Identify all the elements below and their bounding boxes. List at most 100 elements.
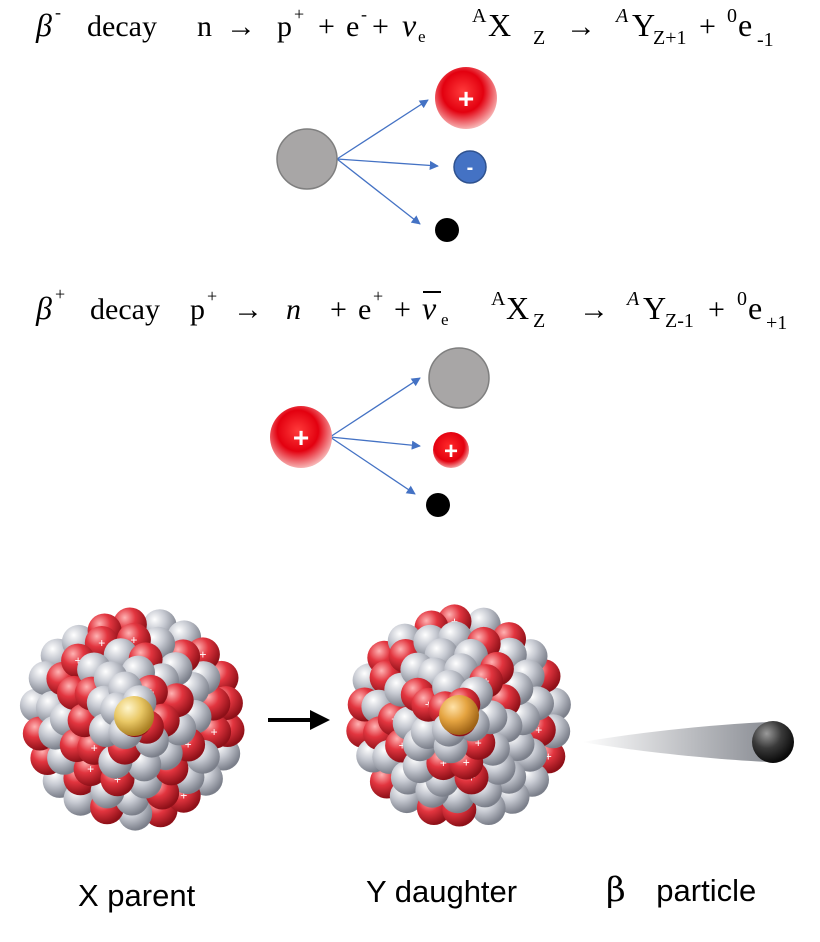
decay-diagrams: + - + + bbox=[270, 67, 497, 517]
positron-particle bbox=[433, 432, 469, 468]
nucleus-charge-mark: + bbox=[98, 636, 105, 650]
proton-charge-label: + bbox=[293, 422, 309, 453]
nucleus-charge-mark: + bbox=[130, 633, 137, 647]
nucleus-core-nucleon bbox=[114, 696, 154, 736]
daughter-caption: Y daughter bbox=[366, 874, 518, 909]
nucleus-core-nucleon bbox=[439, 695, 479, 735]
beta-plus-diagram: + + bbox=[270, 347, 490, 517]
beta-sign: + bbox=[55, 284, 65, 304]
decay-word: decay bbox=[87, 10, 157, 43]
proton-particle bbox=[435, 67, 497, 129]
beta-symbol: β bbox=[35, 7, 52, 43]
daughter-element: Y bbox=[643, 290, 666, 326]
atomic-number: Z bbox=[533, 310, 545, 332]
neutron-symbol: n bbox=[197, 10, 212, 43]
emission-arrow bbox=[336, 158, 439, 170]
daughter-subscript: Z-1 bbox=[665, 310, 694, 332]
nucleus-charge-mark: + bbox=[199, 647, 206, 661]
beta-symbol: β bbox=[606, 870, 626, 910]
neutron-symbol: n bbox=[286, 293, 301, 326]
nucleus-charge-mark: + bbox=[475, 736, 482, 750]
beta-sign: - bbox=[55, 2, 61, 22]
beta-particle-caption: β particle bbox=[606, 870, 756, 910]
emission-arrow bbox=[329, 377, 421, 438]
positron-charge-label: + bbox=[444, 438, 458, 465]
beta-symbol: β bbox=[35, 290, 52, 326]
neutron-particle bbox=[276, 128, 338, 190]
electron-subscript: -1 bbox=[757, 29, 774, 51]
proton-charge-label: + bbox=[458, 83, 474, 114]
plus-sign: + bbox=[708, 293, 725, 326]
antineutrino-subscript: e bbox=[441, 310, 449, 329]
beta-particle-graphic bbox=[582, 721, 794, 763]
neutrino-symbol: ν bbox=[402, 7, 417, 43]
neutrino-particle bbox=[435, 218, 459, 242]
emitted-positron: e bbox=[748, 290, 762, 326]
nucleus-charge-mark: + bbox=[185, 738, 192, 752]
daughter-element: Y bbox=[632, 7, 655, 43]
nucleus-charge-mark: + bbox=[211, 725, 218, 739]
proton-symbol: p bbox=[277, 10, 292, 43]
emission-arrow bbox=[329, 436, 416, 495]
proton-symbol: p bbox=[190, 293, 205, 326]
positron-symbol: e bbox=[358, 293, 371, 326]
proton-particle bbox=[270, 406, 332, 468]
beta-minus-diagram: + - bbox=[276, 67, 497, 242]
nucleus-charge-mark: + bbox=[440, 756, 447, 770]
beta-particle-ball bbox=[752, 721, 794, 763]
electron-charge-label: - bbox=[467, 157, 474, 179]
emission-arrow bbox=[329, 436, 421, 450]
mass-number: A bbox=[614, 5, 629, 27]
nucleus-charge-mark: + bbox=[87, 762, 94, 776]
parent-element: X bbox=[488, 7, 511, 43]
positron-charge: + bbox=[373, 286, 383, 306]
decay-word: decay bbox=[90, 293, 160, 326]
neutrino-subscript: e bbox=[418, 27, 426, 46]
parent-element: X bbox=[506, 290, 529, 326]
zero-superscript: 0 bbox=[737, 288, 747, 310]
plus-sign: + bbox=[330, 293, 347, 326]
electron-symbol: e bbox=[346, 10, 359, 43]
nucleus-charge-mark: + bbox=[545, 749, 552, 763]
plus-sign: + bbox=[372, 10, 389, 43]
nucleus-charge-mark: + bbox=[180, 789, 187, 803]
mass-number: A bbox=[625, 288, 640, 310]
nucleus-charge-mark: + bbox=[425, 698, 432, 712]
reaction-arrow: → bbox=[579, 293, 609, 326]
mass-number: A bbox=[491, 288, 506, 310]
emission-arrow bbox=[336, 99, 429, 160]
zero-superscript: 0 bbox=[727, 5, 737, 27]
emission-arrow bbox=[336, 158, 421, 225]
nucleus-charge-mark: + bbox=[399, 739, 406, 753]
beta-minus-equation: β - decay n → p + + e - + ν e A X Z → A … bbox=[35, 2, 774, 51]
nucleus-charge-mark: + bbox=[463, 756, 470, 770]
particle-word: particle bbox=[656, 873, 757, 908]
parent-nucleus: +++++++++++++++ bbox=[19, 607, 245, 831]
antineutrino-particle bbox=[426, 493, 450, 517]
electron-particle bbox=[453, 150, 487, 184]
nucleus-charge-mark: + bbox=[451, 614, 458, 628]
positron-subscript: +1 bbox=[766, 312, 787, 334]
beta-particle-trail bbox=[582, 722, 770, 762]
daughter-nucleus: +++++++++++++ bbox=[346, 604, 571, 827]
parent-caption: X parent bbox=[78, 878, 196, 913]
nucleus-charge-mark: + bbox=[535, 723, 542, 737]
emitted-electron: e bbox=[738, 7, 752, 43]
electron-charge: - bbox=[361, 4, 367, 24]
mass-number: A bbox=[472, 5, 487, 27]
plus-sign: + bbox=[394, 293, 411, 326]
neutron-particle bbox=[428, 347, 490, 409]
atomic-number: Z bbox=[533, 27, 545, 49]
antineutrino-symbol: ν bbox=[422, 290, 437, 326]
proton-charge: + bbox=[207, 286, 217, 306]
plus-sign: + bbox=[699, 10, 716, 43]
nucleus-charge-mark: + bbox=[91, 741, 98, 755]
beta-plus-equation: β + decay p + → n + e + + ν e A X Z → A … bbox=[35, 284, 787, 334]
plus-sign: + bbox=[318, 10, 335, 43]
reaction-arrow: → bbox=[566, 10, 596, 43]
proton-charge: + bbox=[294, 4, 304, 24]
daughter-subscript: Z+1 bbox=[653, 27, 687, 49]
nucleus-charge-mark: + bbox=[75, 654, 82, 668]
reaction-arrow: → bbox=[233, 293, 263, 326]
